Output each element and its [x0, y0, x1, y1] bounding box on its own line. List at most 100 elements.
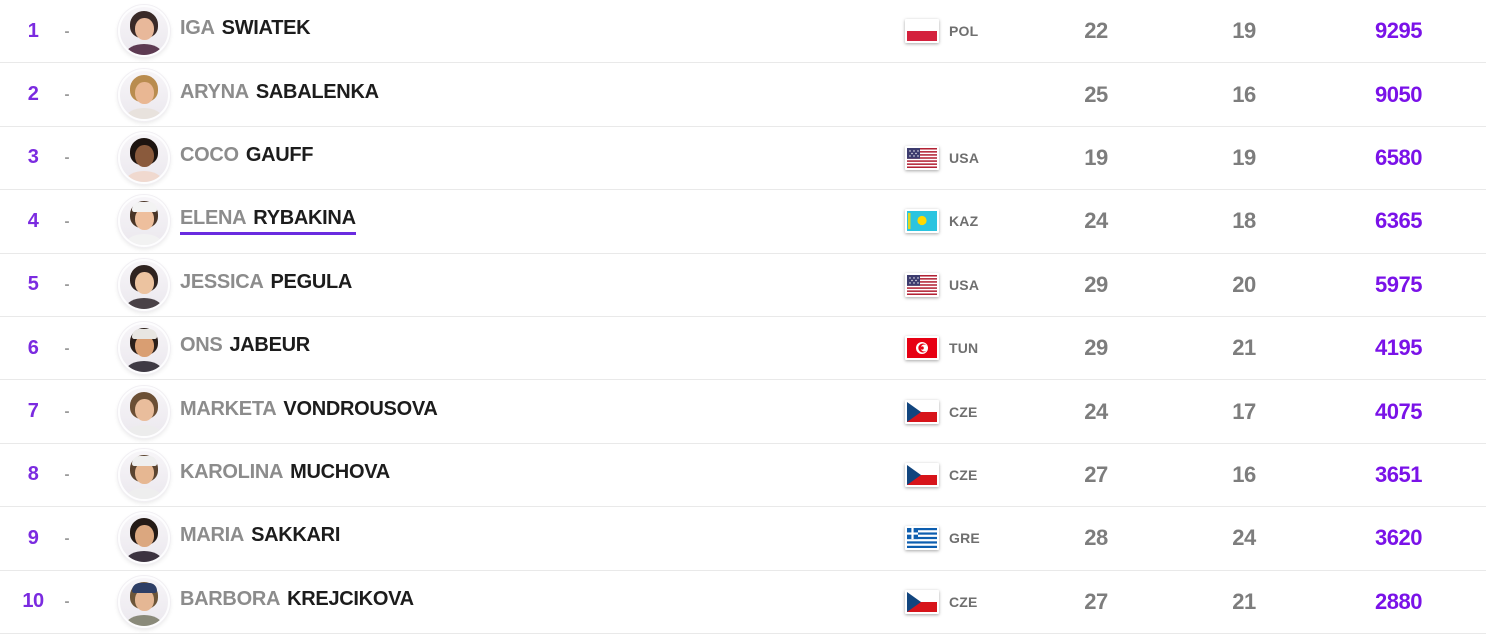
- player-age: 29: [1084, 335, 1108, 361]
- country-flag-icon: [905, 83, 939, 107]
- player-last-name: KREJCIKOVA: [287, 587, 414, 610]
- player-avatar[interactable]: [118, 385, 170, 438]
- player-avatar[interactable]: [118, 258, 170, 311]
- player-row[interactable]: 5 - JESSICA PEGULA USA 29 20 5975: [0, 253, 1486, 317]
- rank-movement-indicator: -: [64, 212, 70, 230]
- player-name-link[interactable]: MARIA SAKKARI: [180, 524, 340, 552]
- ranking-points[interactable]: 3620: [1375, 525, 1422, 551]
- player-name-link[interactable]: BARBORA KREJCIKOVA: [180, 588, 414, 616]
- avatar-headwear: [132, 455, 157, 466]
- ranking-points[interactable]: 2880: [1375, 588, 1422, 614]
- player-last-name: RYBAKINA: [253, 207, 356, 230]
- player-avatar[interactable]: [118, 5, 170, 58]
- player-avatar[interactable]: [118, 131, 170, 184]
- tournaments-played: 20: [1232, 271, 1256, 297]
- ranking-points[interactable]: 9295: [1375, 18, 1422, 44]
- ranking-points[interactable]: 5975: [1375, 271, 1422, 297]
- avatar-face: [135, 588, 154, 611]
- country-flag-icon-tun: [905, 336, 939, 361]
- avatar-shoulders: [126, 234, 162, 246]
- country-cell: CZE: [905, 589, 1050, 614]
- player-last-name: SABALENKA: [255, 80, 379, 103]
- country-flag-icon-pol: [905, 19, 939, 44]
- player-name-link[interactable]: ARYNA SABALENKA: [180, 81, 379, 109]
- country-cell: CZE: [905, 399, 1050, 424]
- player-row[interactable]: 8 - KAROLINA MUCHOVA CZE 27 16 3651: [0, 443, 1486, 508]
- ranking-points[interactable]: 4195: [1375, 335, 1422, 361]
- player-row[interactable]: 3 - COCO GAUFF USA 19 19 6580: [0, 126, 1486, 191]
- country-cell: POL: [905, 19, 1050, 44]
- avatar-shoulders: [126, 170, 162, 182]
- player-name: ONS JABEUR: [170, 334, 905, 362]
- player-name-link[interactable]: JESSICA PEGULA: [180, 271, 352, 299]
- player-avatar[interactable]: [118, 575, 170, 628]
- player-avatar[interactable]: [118, 512, 170, 565]
- player-last-name: GAUFF: [245, 143, 314, 166]
- player-name-link[interactable]: IGA SWIATEK: [180, 17, 311, 45]
- avatar-shoulders: [126, 551, 162, 563]
- player-avatar[interactable]: [118, 448, 170, 501]
- player-age: 19: [1084, 144, 1108, 170]
- avatar-headwear: [132, 329, 157, 340]
- country-code: USA: [949, 276, 980, 293]
- player-first-name: ARYNA: [180, 80, 249, 103]
- player-last-name: SAKKARI: [251, 524, 341, 547]
- player-name: JESSICA PEGULA: [170, 271, 905, 299]
- player-name-link[interactable]: KAROLINA MUCHOVA: [180, 461, 390, 489]
- player-name-link[interactable]: ELENA RYBAKINA: [180, 207, 356, 236]
- player-name-link[interactable]: MARKETA VONDROUSOVA: [180, 398, 438, 426]
- player-last-name: MUCHOVA: [290, 460, 390, 483]
- tournaments-played: 24: [1232, 525, 1256, 551]
- player-first-name: BARBORA: [180, 587, 281, 610]
- tournaments-played: 19: [1232, 18, 1256, 44]
- tournaments-played: 21: [1232, 335, 1256, 361]
- country-flag-icon-cze: [905, 589, 939, 614]
- player-name: KAROLINA MUCHOVA: [170, 461, 905, 489]
- player-row[interactable]: 2 - ARYNA SABALENKA 25 16 9050: [0, 63, 1486, 127]
- rank-movement-indicator: -: [64, 403, 70, 421]
- ranking-points[interactable]: 6365: [1375, 208, 1422, 234]
- player-first-name: ONS: [180, 334, 223, 357]
- avatar-headwear: [132, 582, 157, 593]
- avatar-face: [135, 398, 154, 421]
- player-avatar[interactable]: [118, 322, 170, 375]
- player-row[interactable]: 7 - MARKETA VONDROUSOVA CZE 24 17 4075: [0, 380, 1486, 444]
- country-flag-icon-usa: [905, 272, 939, 297]
- rank-movement-indicator: -: [64, 529, 70, 547]
- player-row[interactable]: 9 - MARIA SAKKARI GRE 28 24 3620: [0, 507, 1486, 571]
- avatar-headwear: [132, 202, 157, 213]
- player-first-name: JESSICA: [180, 270, 264, 293]
- country-cell: [905, 83, 1050, 107]
- country-cell: CZE: [905, 462, 1050, 487]
- player-avatar[interactable]: [118, 68, 170, 121]
- country-code: GRE: [949, 530, 980, 547]
- player-row[interactable]: 10 - BARBORA KREJCIKOVA CZE 27 21 2880: [0, 570, 1486, 634]
- ranking-points[interactable]: 6580: [1375, 144, 1422, 170]
- tournaments-played: 21: [1232, 588, 1256, 614]
- player-name: BARBORA KREJCIKOVA: [170, 588, 905, 616]
- player-row[interactable]: 1 - IGA SWIATEK POL 22 19 9295: [0, 0, 1486, 64]
- player-row[interactable]: 4 - ELENA RYBAKINA KAZ 24 18 6365: [0, 190, 1486, 254]
- tournaments-played: 17: [1232, 398, 1256, 424]
- player-row[interactable]: 6 - ONS JABEUR TUN 29 21 4195: [0, 316, 1486, 381]
- player-name-link[interactable]: ONS JABEUR: [180, 334, 310, 362]
- player-rank: 6: [27, 336, 39, 359]
- avatar-shoulders: [126, 361, 162, 373]
- avatar-face: [135, 335, 154, 358]
- ranking-points[interactable]: 4075: [1375, 398, 1422, 424]
- avatar-shoulders: [126, 614, 162, 626]
- player-age: 25: [1084, 81, 1108, 107]
- player-avatar[interactable]: [118, 195, 170, 248]
- player-name-link[interactable]: COCO GAUFF: [180, 143, 314, 172]
- avatar-shoulders: [126, 487, 162, 499]
- player-name: COCO GAUFF: [170, 144, 905, 172]
- ranking-points[interactable]: 3651: [1375, 461, 1422, 487]
- ranking-points[interactable]: 9050: [1375, 81, 1422, 107]
- player-age: 27: [1084, 588, 1108, 614]
- player-rank: 2: [27, 83, 39, 106]
- avatar-face: [135, 461, 154, 484]
- player-age: 22: [1084, 18, 1108, 44]
- rank-movement-indicator: -: [64, 86, 70, 104]
- player-first-name: COCO: [180, 143, 239, 166]
